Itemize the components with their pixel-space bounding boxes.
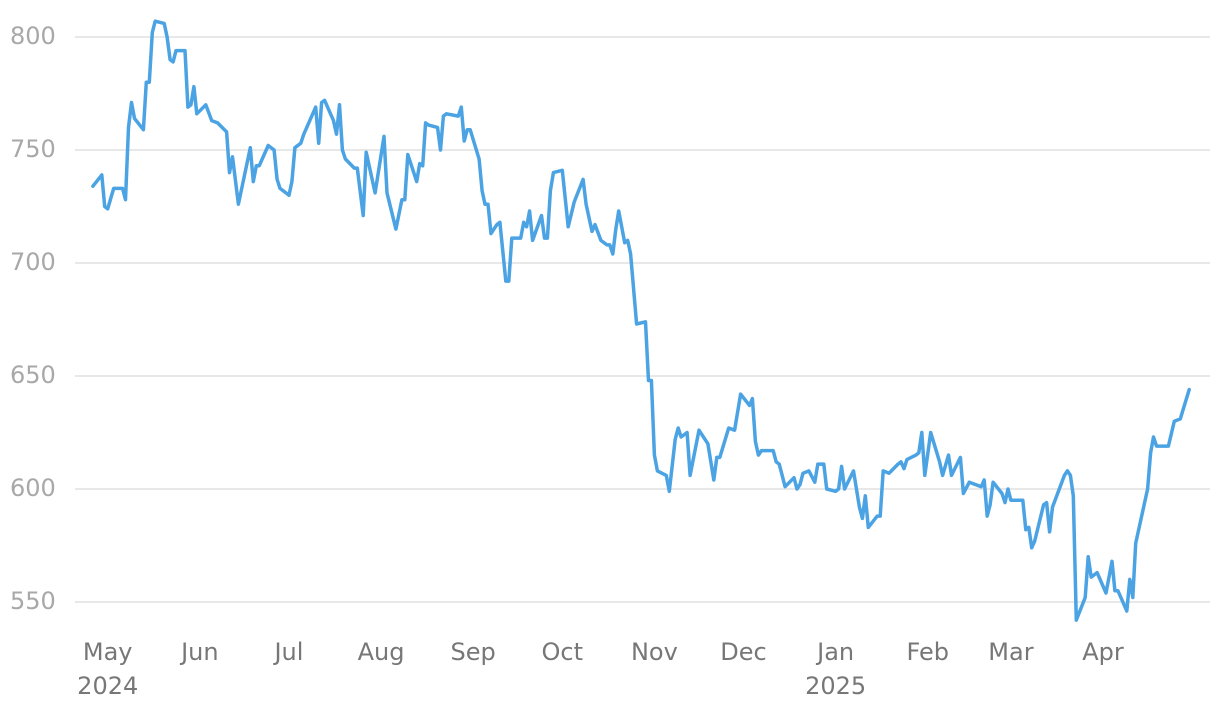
y-tick-label: 800 [10,22,56,50]
y-tick-label: 550 [10,587,56,615]
x-tick-label: Feb [906,638,949,666]
x-tick-label: Jun [179,638,219,666]
y-tick-label: 700 [10,248,56,276]
x-tick-label: Jan 2025 [805,638,866,700]
x-tick-label: May 2024 [77,638,138,700]
x-tick-label: Aug [358,638,405,666]
x-tick-label: Nov [631,638,678,666]
y-tick-label: 650 [10,361,56,389]
x-tick-label: Jul [272,638,303,666]
x-tick-label: Apr [1082,638,1124,666]
x-tick-label: Sep [451,638,496,666]
x-tick-label: Mar [988,638,1033,666]
y-tick-label: 750 [10,135,56,163]
x-tick-label: Oct [542,638,584,666]
x-tick-label: Dec [720,638,766,666]
price-line [91,19,1191,622]
y-tick-label: 600 [10,474,56,502]
